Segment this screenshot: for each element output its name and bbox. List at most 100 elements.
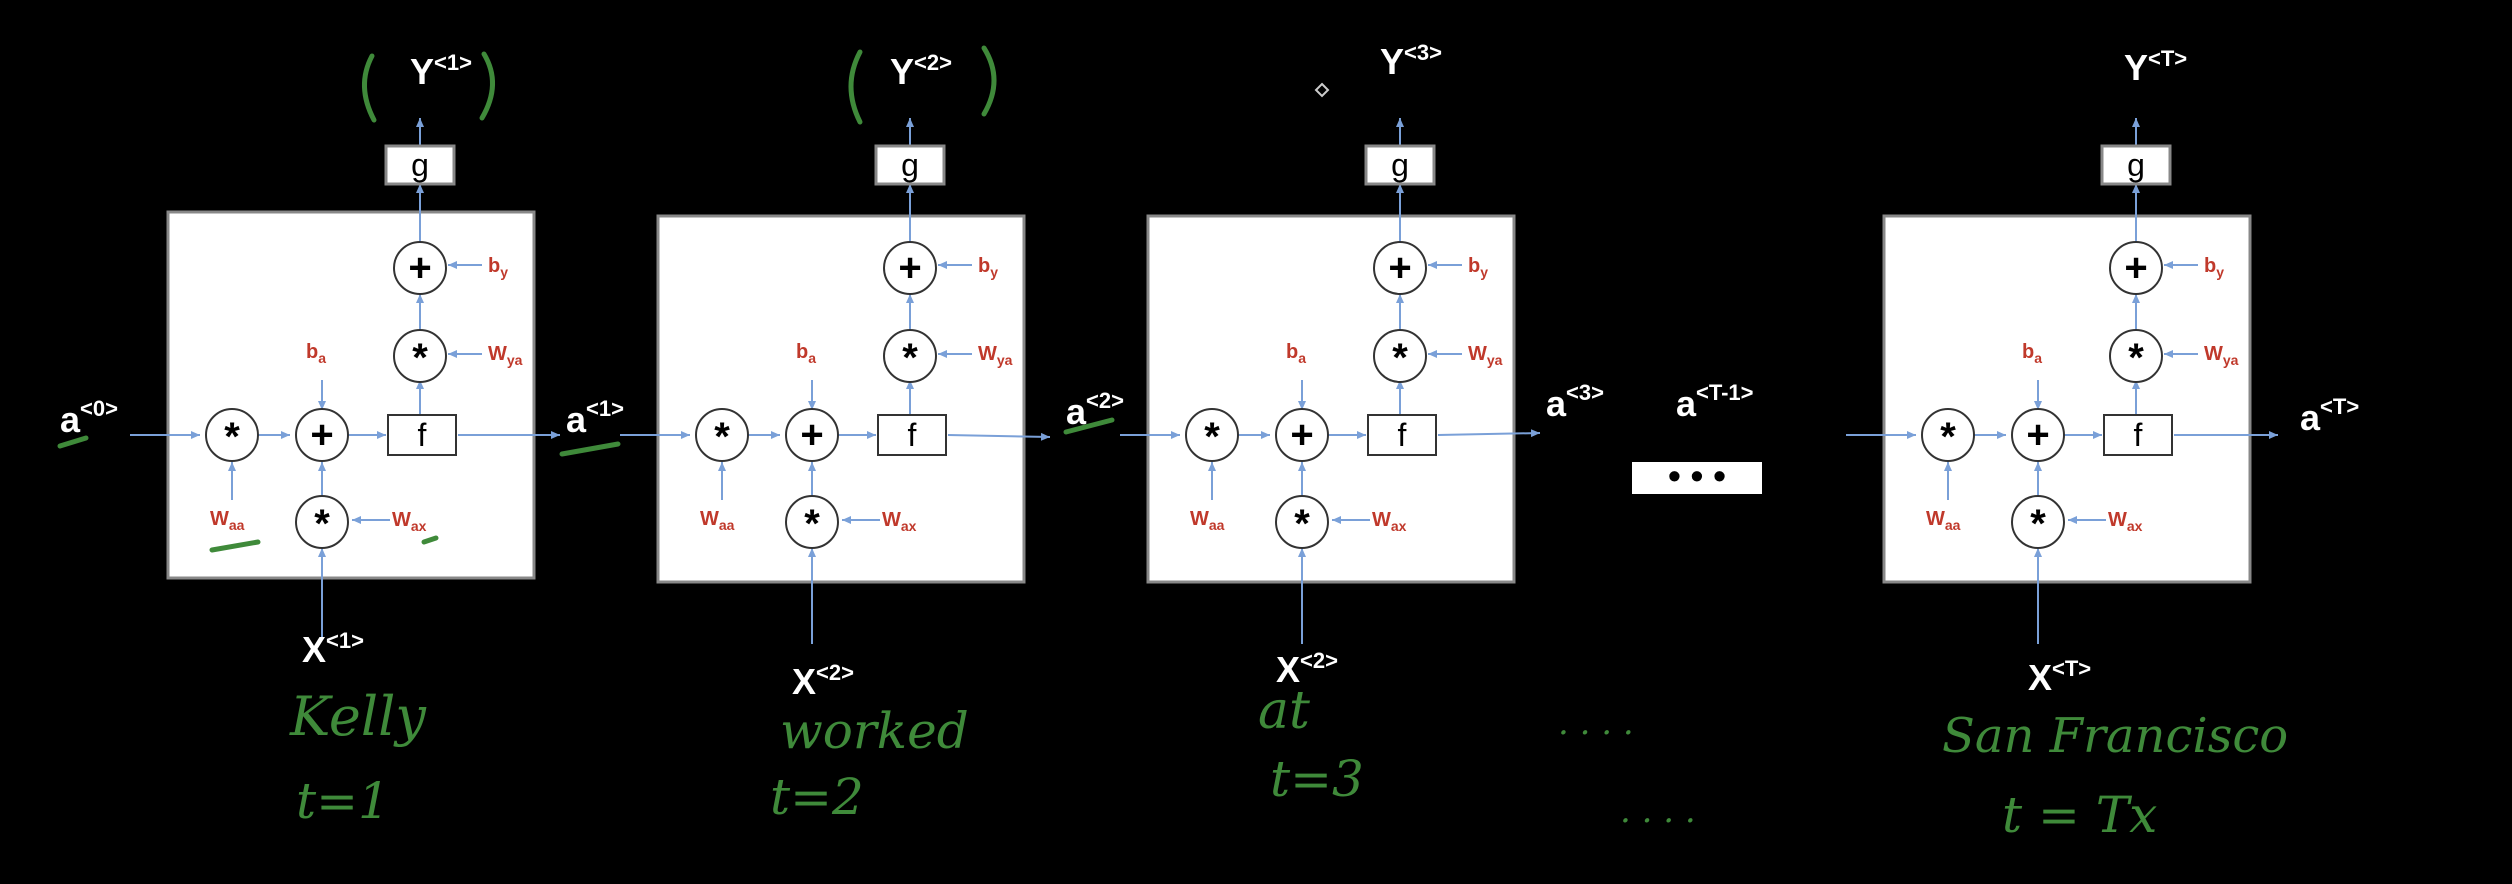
rnn-cell-2: * + * f * + g Waa Wax Wya by ba Y<2> X<2… bbox=[620, 50, 1124, 702]
plus-symbol: + bbox=[2026, 413, 2049, 457]
weight-waa: Waa bbox=[700, 508, 735, 533]
state-a2-label: a<2> bbox=[1066, 388, 1124, 432]
mult-node-wax bbox=[2011, 495, 2065, 549]
mult-symbol: * bbox=[1294, 502, 1310, 546]
activation-f-box bbox=[1367, 414, 1437, 456]
time-t3: t=3 bbox=[1270, 750, 1364, 808]
weight-wya: Wya bbox=[488, 343, 523, 368]
bias-ba: ba bbox=[796, 341, 816, 366]
g-label: g bbox=[1391, 147, 1409, 183]
activation-g-box bbox=[2100, 144, 2172, 186]
time-t1: t=1 bbox=[296, 772, 390, 830]
activation-f-box bbox=[387, 414, 457, 456]
mult-node-wya bbox=[883, 329, 937, 383]
weight-waa: Waa bbox=[1190, 508, 1225, 533]
sum-node-a bbox=[2011, 408, 2065, 462]
bias-by: by bbox=[978, 255, 998, 280]
weight-wax: Wax bbox=[882, 509, 917, 534]
word-kelly: Kelly bbox=[289, 685, 427, 748]
time-tx: t = Tx bbox=[2002, 786, 2157, 844]
output-y1-label: Y<1> bbox=[410, 50, 472, 92]
mult-symbol: * bbox=[714, 415, 730, 459]
mult-symbol: * bbox=[314, 502, 330, 546]
mult-node-waa bbox=[205, 408, 259, 462]
paren-right-y1 bbox=[479, 51, 495, 121]
activation-f-box bbox=[2103, 414, 2173, 456]
plus-symbol: + bbox=[310, 413, 333, 457]
word-san-francisco: San Francisco bbox=[1942, 708, 2288, 764]
input-xT-label: X<T> bbox=[2028, 656, 2091, 698]
g-label: g bbox=[901, 147, 919, 183]
mult-symbol: * bbox=[1392, 336, 1408, 380]
word-at: at bbox=[1258, 681, 1310, 741]
input-x3-label: X<2> bbox=[1276, 648, 1338, 690]
rnn-cell-T: * + * f * + g Waa Wax Wya by ba a<T-1> Y… bbox=[1676, 46, 2359, 698]
mult-node-waa bbox=[1185, 408, 1239, 462]
paren-right-y2 bbox=[981, 45, 997, 117]
underline-a0 bbox=[57, 435, 89, 449]
f-label: f bbox=[2134, 417, 2143, 453]
paren-left-y2 bbox=[848, 49, 863, 125]
handwritten-annotations bbox=[57, 45, 1115, 553]
f-label: f bbox=[1398, 417, 1407, 453]
plus-symbol: + bbox=[800, 413, 823, 457]
state-a3-label: a<3> bbox=[1546, 380, 1604, 424]
mult-symbol: * bbox=[2030, 502, 2046, 546]
cell-box bbox=[1882, 214, 2252, 584]
sum-node-y bbox=[883, 241, 937, 295]
plus-symbol: + bbox=[898, 246, 921, 290]
word-worked: worked bbox=[780, 702, 969, 760]
weight-wax: Wax bbox=[1372, 509, 1407, 534]
paren-left-y1 bbox=[361, 53, 377, 123]
underline-a1 bbox=[559, 441, 621, 457]
sum-node-y bbox=[1373, 241, 1427, 295]
bias-by: by bbox=[488, 255, 508, 280]
g-label: g bbox=[2127, 147, 2145, 183]
weight-wya: Wya bbox=[1468, 343, 1503, 368]
state-aT-label: a<T> bbox=[2300, 394, 2359, 438]
f-label: f bbox=[418, 417, 427, 453]
output-y3-label: Y<3> bbox=[1380, 40, 1442, 82]
mult-symbol: * bbox=[902, 336, 918, 380]
cell-box bbox=[656, 214, 1026, 584]
input-x2-label: X<2> bbox=[792, 660, 854, 702]
underline-wax bbox=[421, 535, 439, 545]
sum-node-y bbox=[2109, 241, 2163, 295]
weight-wax: Wax bbox=[2108, 509, 2143, 534]
weight-wya: Wya bbox=[978, 343, 1013, 368]
g-label: g bbox=[411, 147, 429, 183]
ellipsis-dots: • • • bbox=[1668, 455, 1726, 496]
output-y2-label: Y<2> bbox=[890, 50, 952, 92]
hand-dots-1: . . . . bbox=[1558, 703, 1634, 743]
rnn-cell-1: * + * f * + g Waa Wax Wya by ba a<0> Y<1… bbox=[60, 50, 624, 670]
mult-symbol: * bbox=[412, 336, 428, 380]
mult-node-waa bbox=[695, 408, 749, 462]
mult-symbol: * bbox=[1940, 415, 1956, 459]
activation-g-box bbox=[874, 144, 946, 186]
sum-node-a bbox=[785, 408, 839, 462]
bias-ba: ba bbox=[306, 341, 326, 366]
underline-a2 bbox=[1063, 417, 1115, 435]
state-aT-1-label: a<T-1> bbox=[1676, 380, 1754, 424]
f-label: f bbox=[908, 417, 917, 453]
ellipsis-box bbox=[1632, 462, 1762, 494]
mult-symbol: * bbox=[224, 415, 240, 459]
cell-box bbox=[1146, 214, 1516, 584]
rnn-cell-3: * + * f * + g Waa Wax Wya by ba Y<3> X<2… bbox=[1120, 40, 1604, 690]
activation-g-box bbox=[1364, 144, 1436, 186]
plus-symbol: + bbox=[1290, 413, 1313, 457]
bias-by: by bbox=[1468, 255, 1488, 280]
activation-g-box bbox=[384, 144, 456, 186]
plus-symbol: + bbox=[408, 246, 431, 290]
sum-node-y bbox=[393, 241, 447, 295]
mult-node-wax bbox=[1275, 495, 1329, 549]
mult-node-wax bbox=[785, 495, 839, 549]
small-diamond-mark bbox=[1314, 82, 1330, 98]
bias-ba: ba bbox=[1286, 341, 1306, 366]
weight-wya: Wya bbox=[2204, 343, 2239, 368]
output-yT-label: Y<T> bbox=[2124, 46, 2187, 88]
mult-symbol: * bbox=[2128, 336, 2144, 380]
state-a0-label: a<0> bbox=[60, 396, 118, 440]
underline-waa bbox=[209, 539, 261, 553]
